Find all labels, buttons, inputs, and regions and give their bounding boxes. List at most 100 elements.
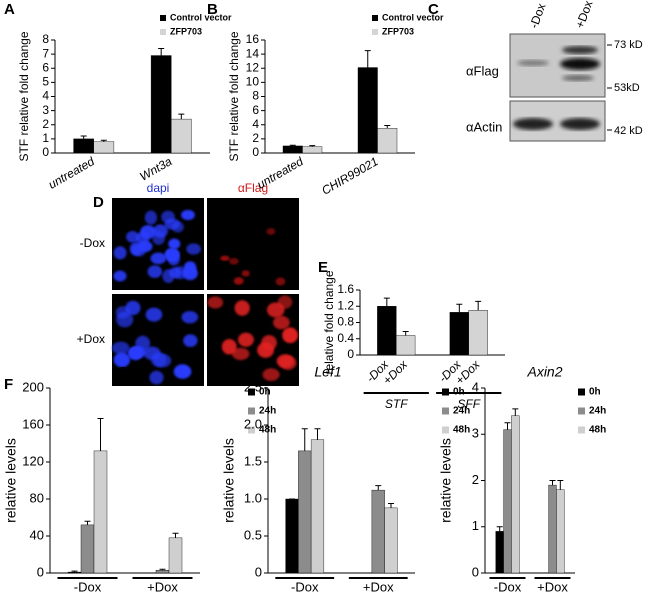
legend-label: Control vector <box>382 12 444 22</box>
y-tick-label: 0 <box>37 564 44 579</box>
error-bar <box>402 330 409 336</box>
x-tick-label: -Dox <box>74 579 102 594</box>
band <box>560 58 600 70</box>
y-axis-label: STF relative fold change <box>227 31 241 161</box>
nucleus <box>165 248 180 262</box>
legend-swatch <box>442 388 449 396</box>
y-tick-label: 4 <box>472 379 479 394</box>
y-tick-label: 3 <box>42 103 49 117</box>
image-tile <box>207 198 299 290</box>
nucleus <box>147 265 163 278</box>
nucleus <box>273 315 290 330</box>
nucleus <box>116 311 134 328</box>
bar <box>310 439 325 574</box>
band <box>562 46 598 54</box>
legend-swatch <box>442 407 449 415</box>
legend-swatch <box>372 29 378 35</box>
nucleus <box>168 238 181 250</box>
y-tick-label: 160 <box>22 416 44 431</box>
nucleus <box>111 341 130 355</box>
panel-letter: A <box>4 1 15 18</box>
y-tick-label: 10 <box>246 75 260 89</box>
y-tick-label: 0.4 <box>337 331 354 345</box>
error-bar <box>158 47 165 56</box>
nucleus <box>140 225 156 240</box>
y-tick-label: 6 <box>42 60 49 74</box>
bar <box>371 489 385 574</box>
y-tick-label: 14 <box>246 46 260 60</box>
y-axis-label: relative levels <box>221 438 237 523</box>
bar <box>171 118 192 154</box>
legend-swatch <box>442 426 449 434</box>
y-tick-label: 1.6 <box>337 282 354 296</box>
bar <box>80 524 95 574</box>
error-bar <box>384 124 391 129</box>
chart-title: Sp5 <box>118 364 143 380</box>
nucleus <box>234 300 250 316</box>
bar <box>302 146 323 154</box>
legend-swatch <box>160 15 166 21</box>
panel-letter: B <box>207 1 218 18</box>
nucleus <box>113 270 127 282</box>
error-bar <box>512 408 519 416</box>
nucleus <box>143 346 161 360</box>
error-bar <box>159 568 166 571</box>
nucleus <box>229 257 239 265</box>
nucleus <box>282 327 299 344</box>
y-tick-label: 8 <box>252 89 259 103</box>
nucleus <box>162 269 175 283</box>
nucleus <box>113 246 127 260</box>
legend-swatch <box>248 426 255 434</box>
panel-letter: D <box>93 194 104 211</box>
y-tick-label: 200 <box>22 379 44 394</box>
y-tick-label: 2 <box>472 472 479 487</box>
y-tick-label: 2.5 <box>244 379 262 394</box>
legend-label: Control vector <box>170 12 232 22</box>
nucleus <box>186 243 201 255</box>
error-bar <box>172 532 179 538</box>
legend-label: 0h <box>259 387 271 398</box>
y-axis-label: relative fold change <box>322 270 336 374</box>
bar <box>67 571 82 574</box>
row-label: αActin <box>466 119 502 134</box>
y-tick-label: 1.2 <box>337 298 354 312</box>
nucleus <box>207 296 224 309</box>
error-bar <box>80 135 87 139</box>
error-bar <box>97 418 104 451</box>
nucleus <box>113 352 131 368</box>
bar <box>93 450 108 574</box>
y-tick-label: 0 <box>255 564 262 579</box>
chart-title: Lef1 <box>314 364 341 380</box>
y-tick-label: 16 <box>246 32 260 46</box>
error-bar <box>387 502 394 508</box>
nucleus <box>149 370 164 385</box>
legend-label: 24h <box>453 406 470 417</box>
bar <box>511 415 520 574</box>
bar <box>168 537 183 574</box>
band <box>517 60 549 66</box>
error-bar <box>309 145 316 147</box>
nucleus <box>127 346 143 361</box>
x-tick-label: +Dox <box>363 579 394 594</box>
y-tick-label: 80 <box>30 490 44 505</box>
y-tick-label: 0 <box>472 564 479 579</box>
y-tick-label: 2 <box>252 131 259 145</box>
bar <box>298 450 312 574</box>
y-tick-label: 12 <box>246 60 260 74</box>
error-bar <box>557 480 564 490</box>
y-tick-label: 2 <box>42 117 49 131</box>
legend-swatch <box>578 407 585 415</box>
band <box>513 118 553 130</box>
row-label: +Dox <box>77 332 105 346</box>
y-tick-label: 0.8 <box>337 315 354 329</box>
nucleus <box>275 277 286 286</box>
bar <box>548 484 557 574</box>
y-tick-label: 1.0 <box>244 490 262 505</box>
chart-title: Axin2 <box>526 364 562 380</box>
legend-label: 48h <box>453 425 470 436</box>
nucleus <box>126 230 140 243</box>
bar <box>150 55 172 154</box>
row-label: -Dox <box>80 236 105 250</box>
error-bar <box>496 526 503 532</box>
